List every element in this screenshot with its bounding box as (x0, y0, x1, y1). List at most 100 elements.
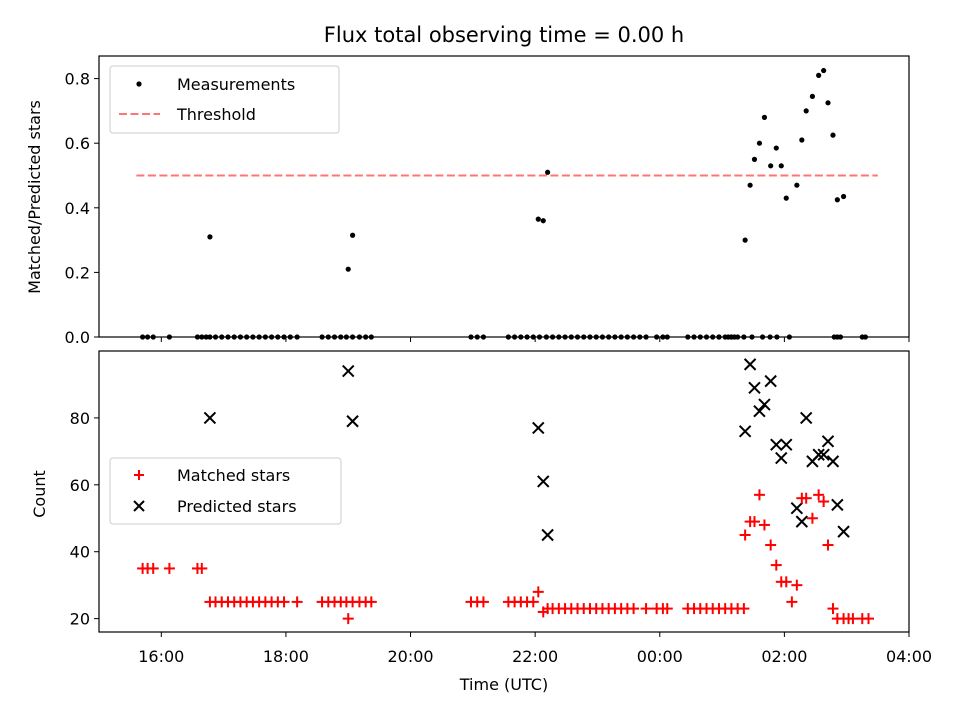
matched-star-point (863, 613, 874, 625)
measurement-point (207, 234, 213, 240)
matched-star-point (791, 579, 803, 591)
chart-title: Flux total observing time = 0.00 h (324, 23, 684, 47)
top-y-tick-label: 0.8 (65, 70, 90, 89)
predicted-star-point (537, 475, 550, 488)
measurement-point (816, 72, 822, 78)
top-axes-frame (98, 55, 910, 338)
matched-star-point (753, 489, 765, 501)
matched-star-point (527, 596, 539, 608)
matched-star-point (813, 489, 825, 501)
measurement-point (761, 114, 768, 120)
measurement-point (799, 137, 805, 143)
legend-predicted-marker (133, 500, 145, 512)
top-plot-area: 0.0 0.2 0.4 0.6 0.8 (65, 55, 910, 347)
top-y-axis: 0.0 0.2 0.4 0.6 0.8 (65, 70, 99, 347)
bottom-x-tick-label: 00:00 (637, 647, 683, 666)
bottom-legend: Matched stars Predicted stars (109, 457, 342, 525)
legend-matched-label: Matched stars (177, 466, 290, 485)
predicted-star-point (812, 448, 825, 461)
matched-star-point (196, 562, 208, 574)
matched-star-point (765, 539, 777, 551)
measurement-point (794, 182, 800, 188)
measurement-point (535, 216, 541, 222)
measurement-point (830, 132, 836, 138)
predicted-star-point (342, 364, 355, 378)
bottom-y-tick-label: 20 (70, 610, 90, 629)
bottom-x-axis: 16:00 18:00 20:00 22:00 00:00 02:00 04:00 (138, 632, 932, 666)
top-y-tick-label: 0.2 (65, 263, 90, 282)
measurement-point (540, 218, 546, 224)
matched-star-point (770, 559, 782, 571)
x-axis-label: Time (UTC) (459, 675, 548, 694)
measurement-point (756, 140, 763, 146)
bottom-x-tick-label: 22:00 (512, 647, 558, 666)
matched-star-point (847, 613, 859, 625)
matched-star-point (532, 586, 544, 598)
bottom-y-axis-label: Count (30, 470, 49, 518)
legend-measurements-marker (136, 81, 142, 87)
predicted-star-point (532, 421, 545, 435)
measurement-points (140, 67, 868, 340)
legend-threshold-label: Threshold (176, 105, 256, 124)
top-y-axis-label: Matched/Predicted stars (25, 100, 44, 294)
legend-matched-marker (134, 470, 144, 480)
matched-star-point (748, 516, 760, 528)
matched-star-point (342, 613, 354, 625)
measurement-point (742, 237, 748, 243)
predicted-star-point (799, 411, 813, 425)
predicted-star-point (770, 438, 783, 451)
legend-predicted-label: Predicted stars (177, 497, 297, 516)
bottom-y-tick-label: 80 (70, 409, 90, 428)
measurement-point (840, 193, 847, 200)
bottom-x-tick-label: 04:00 (886, 647, 932, 666)
predicted-star-point (780, 438, 793, 451)
predicted-star-point (346, 415, 359, 428)
measurement-point (809, 93, 816, 99)
matched-star-point (780, 576, 792, 588)
bottom-y-axis: 20 40 60 80 (70, 409, 99, 629)
matched-star-point (278, 596, 290, 608)
predicted-star-point (826, 455, 840, 468)
measurement-point (783, 195, 789, 201)
predicted-star-point (837, 525, 850, 538)
bottom-y-tick-label: 40 (70, 543, 90, 562)
matched-star-point (786, 596, 798, 608)
top-y-tick-label: 0.0 (65, 328, 90, 347)
predicted-star-point (764, 374, 777, 388)
matched-star-point (628, 603, 640, 615)
matched-star-point (661, 603, 673, 615)
measurement-point (751, 156, 758, 162)
matched-star-point (365, 596, 377, 608)
measurement-point (778, 163, 784, 169)
matched-star-point (738, 603, 750, 615)
predicted-star-point (743, 358, 757, 371)
predicted-star-point (817, 448, 830, 461)
top-legend: Measurements Threshold (109, 65, 340, 134)
predicted-star-point (795, 515, 809, 528)
predicted-star-points (203, 358, 850, 542)
measurement-point (345, 266, 351, 272)
matched-star-point (818, 496, 830, 508)
measurement-point (349, 232, 356, 238)
bottom-x-tick-label: 20:00 (387, 647, 433, 666)
matched-star-point (739, 529, 751, 541)
predicted-star-point (758, 398, 771, 411)
predicted-star-point (738, 425, 752, 438)
top-y-tick-label: 0.6 (65, 134, 90, 153)
bottom-x-tick-label: 16:00 (138, 647, 184, 666)
matched-star-point (800, 492, 812, 504)
bottom-axes-frame (98, 350, 910, 633)
predicted-star-point (790, 502, 804, 515)
matched-star-point (640, 603, 652, 615)
top-x-ticks (160, 337, 910, 342)
measurement-point (747, 182, 753, 188)
measurement-point (803, 108, 809, 114)
measurement-point (545, 169, 551, 175)
matched-star-point (477, 596, 489, 608)
predicted-star-point (753, 405, 766, 418)
top-legend-box (109, 65, 340, 134)
matched-star-point (822, 539, 834, 551)
measurement-point (768, 163, 774, 169)
matched-star-point (758, 519, 770, 531)
measurement-point (773, 145, 779, 151)
